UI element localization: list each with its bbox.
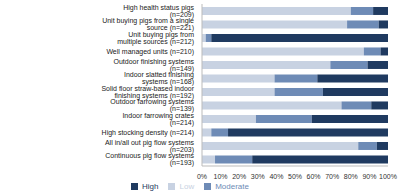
svg-text:40%: 40% (269, 173, 283, 180)
svg-text:10%: 10% (214, 173, 228, 180)
svg-text:70%: 70% (325, 173, 339, 180)
html-text:systems (n=168): systems (n=168) (142, 78, 194, 86)
html-text:All in/all out pig flow system: All in/all out pig flow systems (104, 138, 194, 146)
svg-text:50%: 50% (288, 173, 302, 180)
svg-text:Well managed units (n=210): Well managed units (n=210) (106, 48, 194, 56)
html-text:Low: Low (179, 182, 195, 191)
svg-text:0%: 0% (197, 173, 207, 180)
svg-text:Continuous pig flow systems(n=: Continuous pig flow systems(n=193) (105, 152, 194, 167)
svg-text:High stocking density (n=214): High stocking density (n=214) (102, 129, 194, 137)
html-text:source (n=221): source (n=221) (146, 24, 194, 32)
svg-text:60%: 60% (307, 173, 321, 180)
html-text:Moderate: Moderate (215, 182, 249, 191)
html-text:finishing systems (n=192): finishing systems (n=192) (114, 91, 194, 99)
svg-text:Indoor farrowing crates(n=214): Indoor farrowing crates(n=214) (122, 112, 194, 127)
html-text:Solid floor straw-based indoor: Solid floor straw-based indoor (101, 84, 194, 92)
svg-text:20%: 20% (232, 173, 246, 180)
svg-text:100%: 100% (379, 173, 392, 180)
html-text:Indoor slatted finishing: Indoor slatted finishing (124, 71, 194, 79)
html-text:(n=209): (n=209) (169, 10, 194, 18)
html-text:(n=139): (n=139) (169, 105, 194, 113)
svg-text:Unit buying pigs frommultiple: Unit buying pigs frommultiple sources (n… (117, 31, 194, 46)
html-text:(n=149): (n=149) (169, 64, 194, 72)
html-text:High: High (142, 182, 159, 191)
html-text:Outdoor finishing systems: Outdoor finishing systems (113, 57, 194, 65)
svg-text:30%: 30% (251, 173, 265, 180)
html-text:High health status pigs: High health status pigs (123, 3, 194, 11)
html-text:Outdoor farrowing systems: Outdoor farrowing systems (110, 98, 194, 106)
svg-text:80%: 80% (344, 173, 358, 180)
html-text:Unit buying pigs from a single: Unit buying pigs from a single (102, 17, 194, 25)
svg-text:90%: 90% (362, 173, 376, 180)
html-text:(n=203): (n=203) (169, 145, 194, 153)
